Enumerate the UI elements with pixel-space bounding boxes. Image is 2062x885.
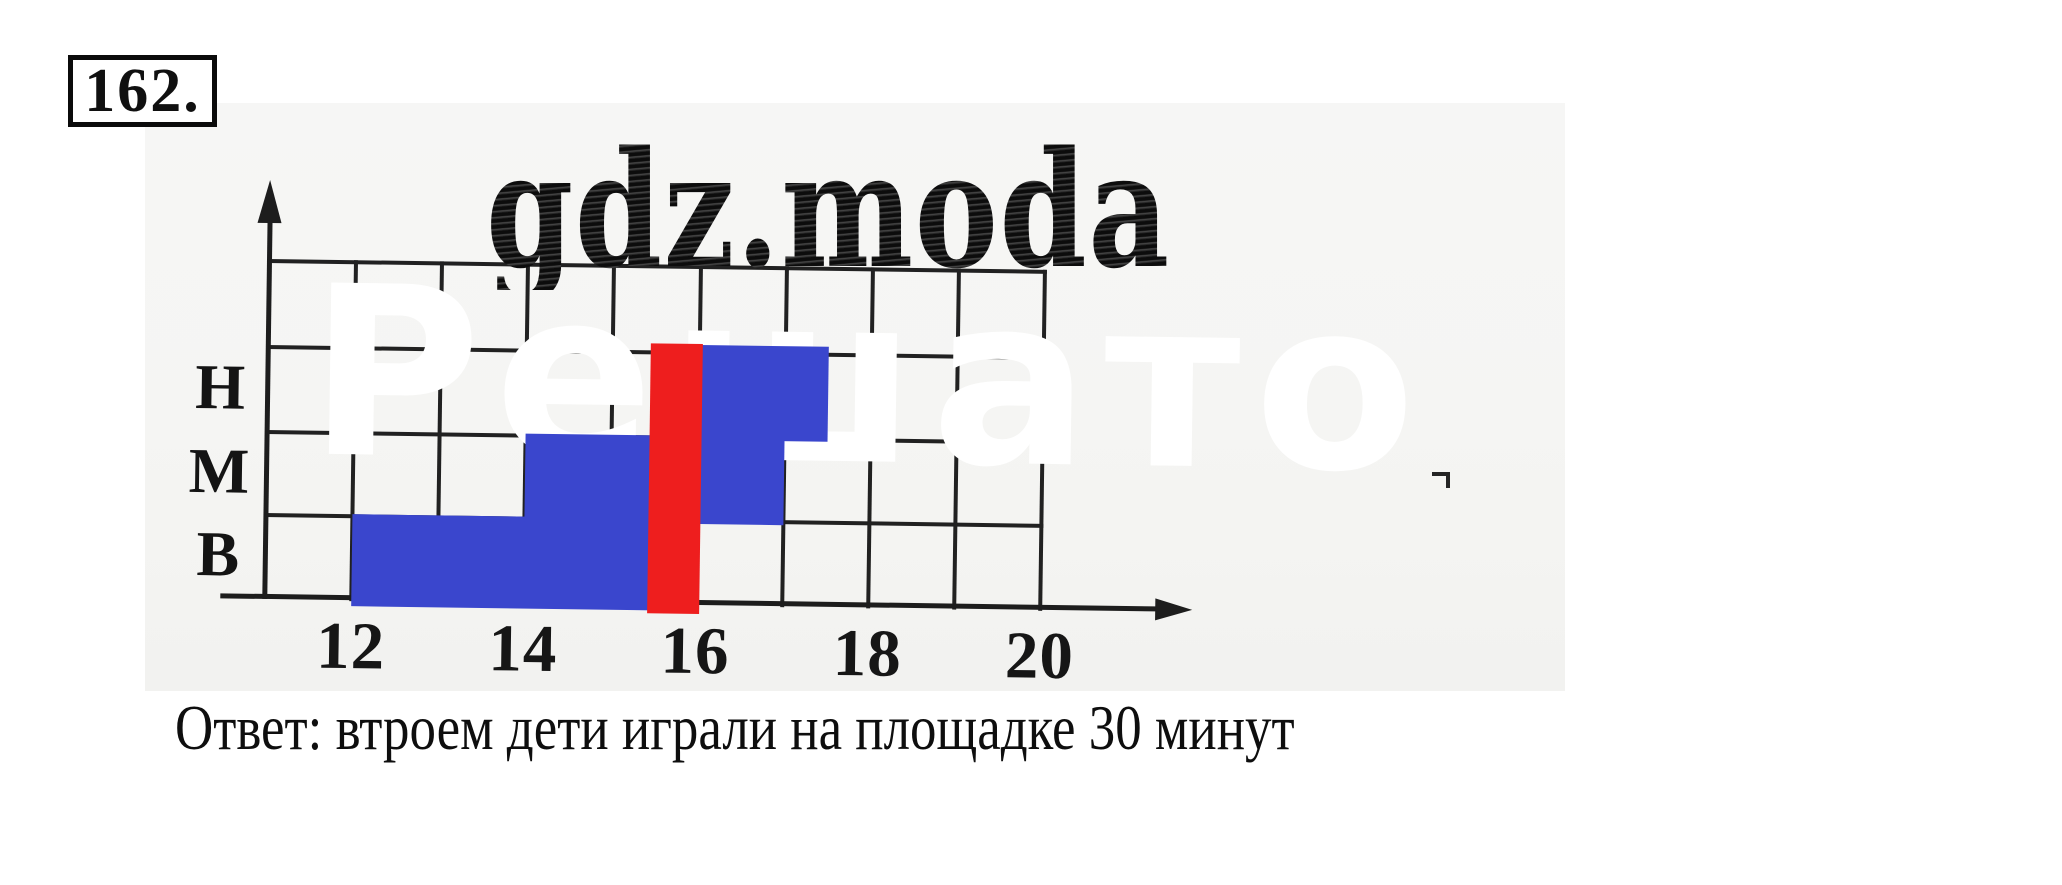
x-axis-arrowhead-icon [1155, 598, 1193, 621]
corner-mark-icon [1432, 472, 1450, 488]
x-tick-label-16: 16 [660, 613, 731, 689]
row-label-В: В [196, 518, 240, 590]
problem-number: 162. [84, 57, 201, 125]
x-axis-labels: 12 14 16 18 20 [4, 0, 2062, 694]
x-tick-label-14: 14 [487, 611, 558, 687]
answer-text: Ответ: втроем дети играли на площадке 30… [175, 693, 1295, 763]
y-axis-arrowhead-icon [257, 179, 283, 224]
x-tick-label-12: 12 [315, 608, 386, 684]
overlap-bar [647, 343, 704, 615]
x-tick-label-20: 20 [1004, 618, 1075, 694]
site-watermark: gdz.moda [486, 116, 1171, 304]
bars [4, 0, 2062, 615]
row-label-Н: Н [194, 350, 246, 423]
grid [4, 0, 2062, 611]
bar-В [351, 514, 697, 611]
x-tick-label-18: 18 [832, 615, 903, 691]
row-label-М: М [188, 434, 250, 507]
problem-number-box: 162. [68, 55, 217, 127]
